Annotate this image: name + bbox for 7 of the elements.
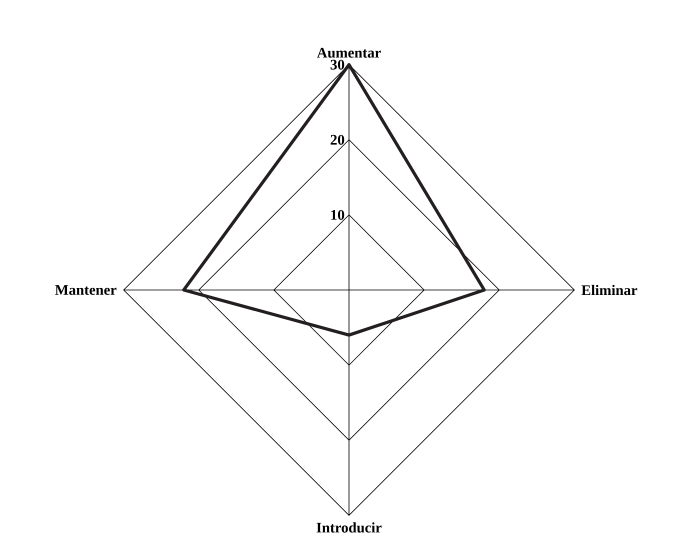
spoke-label: Aumentar — [316, 48, 381, 58]
spoke-label: Mantener — [55, 285, 116, 295]
spoke-label: Eliminar — [582, 284, 638, 296]
y-tick-label: 30 — [330, 60, 344, 70]
y-tick-label: 20 — [330, 134, 344, 145]
spoke-label: Introducir — [316, 522, 382, 533]
y-tick-label: 10 — [331, 210, 344, 220]
